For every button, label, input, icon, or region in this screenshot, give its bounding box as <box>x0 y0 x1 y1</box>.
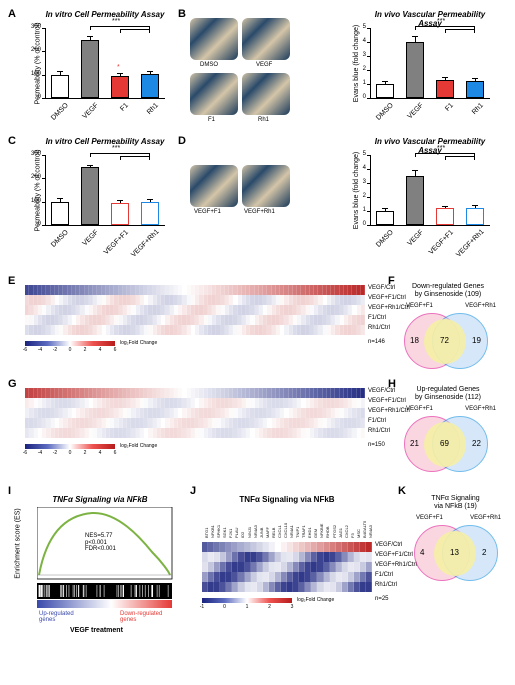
img-vegf <box>242 18 290 60</box>
il-vegf: VEGF <box>256 62 272 68</box>
img-d2 <box>242 165 290 207</box>
img-f1 <box>190 73 238 115</box>
label-b: B <box>178 8 186 20</box>
venn-h: Up-regulated Genes by Ginsenoside (112)V… <box>398 386 498 466</box>
img-rh1 <box>242 73 290 115</box>
heatmap-e: VEGF/CtrlVEGF+F1/CtrlVEGF+Rh1/CtrlF1/Ctr… <box>25 285 365 335</box>
chart-d: In vivo Vascular Permeability Assay Evan… <box>370 145 490 235</box>
gsea-rank <box>37 600 172 608</box>
label-j: J <box>190 485 196 497</box>
title-j: TNFα Signaling via NFkB <box>202 495 372 504</box>
venn-k: TNFα Signaling via NFkB (19)VEGF+F1VEGF+… <box>408 495 503 585</box>
label-h: H <box>388 378 396 390</box>
title-i: TNFα Signaling via NFkB <box>25 495 175 504</box>
ylabel-a: Permeability (% of control) <box>35 22 42 104</box>
gsea-plot: TNFα Signaling via NFkB Enrichment score… <box>25 495 175 635</box>
gsea-stats: NES=5.77 p<0.001 FDR<0.001 <box>85 533 116 553</box>
title-c: In vitro Cell Permeability Assay <box>45 137 165 146</box>
chart-b: In vivo Vascular Permeability Assay Evan… <box>370 18 490 108</box>
label-k: K <box>398 485 406 497</box>
gsea-down: Down-regulated genes <box>120 611 162 623</box>
ylabel-i: Enrichment score (ES) <box>15 508 22 578</box>
label-e: E <box>8 275 15 287</box>
title-a: In vitro Cell Permeability Assay <box>45 10 165 19</box>
venn-f: Down-regulated Genes by Ginsenoside (109… <box>398 283 498 363</box>
label-d: D <box>178 135 186 147</box>
il-d2: VEGF+Rh1 <box>244 209 275 215</box>
img-d1 <box>190 165 238 207</box>
il-dmso: DMSO <box>200 62 218 68</box>
chart-a: In vitro Cell Permeability Assay Permeab… <box>45 18 165 108</box>
gsea-xlabel: VEGF treatment <box>70 627 123 634</box>
gsea-ticks <box>37 583 172 599</box>
heatmap-g: VEGF/CtrlVEGF+F1/CtrlVEGF+Rh1/CtrlF1/Ctr… <box>25 388 365 438</box>
img-dmso <box>190 18 238 60</box>
il-rh1: Rh1 <box>258 117 269 123</box>
ylabel-b: Evans blue (fold change) <box>353 25 360 102</box>
il-d1: VEGF+F1 <box>194 209 221 215</box>
gsea-up: Up-regulated genes <box>39 611 74 623</box>
label-f: F <box>388 275 395 287</box>
chart-c: In vitro Cell Permeability Assay Permeab… <box>45 145 165 235</box>
label-i: I <box>8 485 11 497</box>
heatmap-j: VEGF/CtrlVEGF+F1/CtrlVEGF+Rh1/CtrlF1/Ctr… <box>202 542 372 592</box>
label-a: A <box>8 8 16 20</box>
label-g: G <box>8 378 17 390</box>
ylabel-c: Permeability (% of control) <box>35 149 42 231</box>
il-f1: F1 <box>208 117 215 123</box>
label-c: C <box>8 135 16 147</box>
ylabel-d: Evans blue (fold change) <box>353 152 360 229</box>
